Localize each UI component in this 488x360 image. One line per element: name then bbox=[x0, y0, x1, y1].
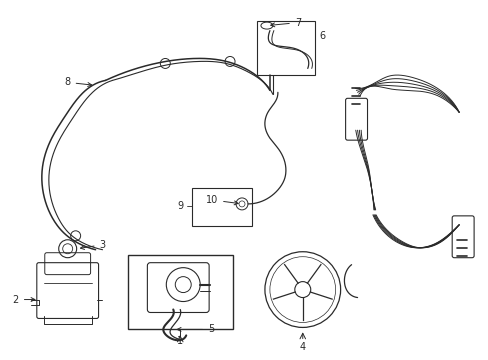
Text: 4: 4 bbox=[299, 342, 305, 352]
Text: 2: 2 bbox=[13, 294, 35, 305]
Bar bbox=[256, 21, 314, 75]
Text: 3: 3 bbox=[81, 240, 105, 250]
Text: 9: 9 bbox=[177, 201, 183, 211]
Bar bbox=[128, 255, 233, 329]
Text: 6: 6 bbox=[319, 31, 325, 41]
Text: 5: 5 bbox=[177, 324, 214, 334]
Text: 7: 7 bbox=[270, 18, 301, 28]
Text: 8: 8 bbox=[64, 77, 92, 87]
Text: 10: 10 bbox=[205, 195, 238, 205]
Text: 1: 1 bbox=[177, 336, 183, 346]
Bar bbox=[192, 188, 251, 226]
